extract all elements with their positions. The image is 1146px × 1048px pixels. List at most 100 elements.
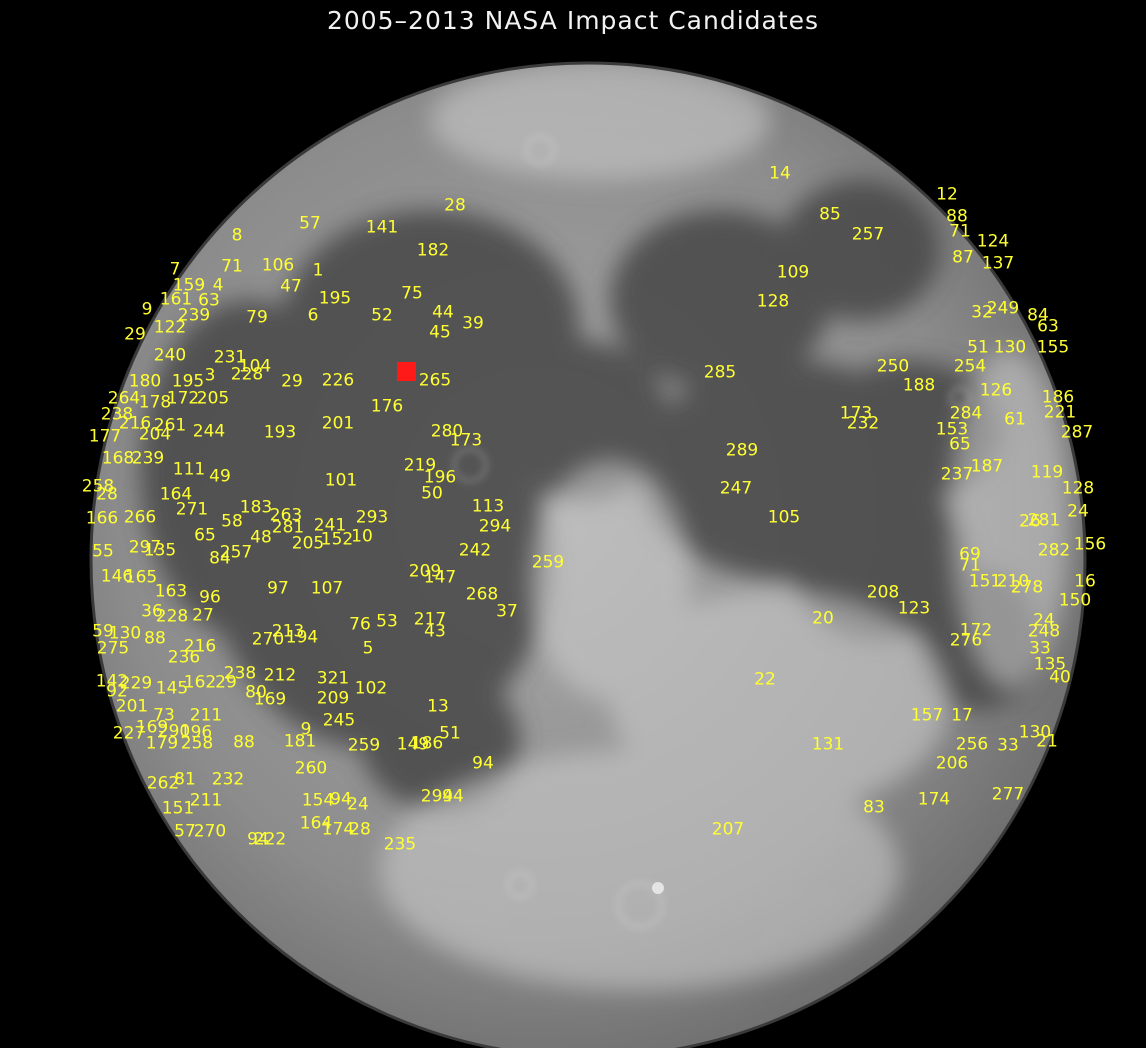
impact-label: 128 bbox=[756, 291, 790, 312]
impact-label: 79 bbox=[246, 307, 268, 328]
impact-label: 150 bbox=[1058, 590, 1092, 611]
impact-label: 21 bbox=[1036, 731, 1058, 752]
impact-label: 123 bbox=[897, 598, 931, 619]
impact-label: 84 bbox=[209, 548, 231, 569]
impact-label: 195 bbox=[171, 371, 205, 392]
impact-label: 226 bbox=[321, 370, 355, 391]
impact-label: 149 bbox=[396, 734, 430, 755]
impact-label: 71 bbox=[949, 221, 971, 242]
impact-label: 177 bbox=[88, 426, 122, 447]
impact-label: 63 bbox=[198, 290, 220, 311]
impact-label: 119 bbox=[1030, 462, 1064, 483]
impact-label: 228 bbox=[155, 606, 189, 627]
impact-label: 178 bbox=[138, 392, 172, 413]
impact-label: 1 bbox=[312, 260, 324, 281]
impact-label: 124 bbox=[976, 231, 1010, 252]
impact-label: 265 bbox=[418, 370, 452, 391]
impact-label: 261 bbox=[153, 415, 187, 436]
impact-label: 17 bbox=[951, 705, 973, 726]
impact-label: 73 bbox=[153, 705, 175, 726]
impact-label: 50 bbox=[421, 483, 443, 504]
impact-label: 28 bbox=[444, 195, 466, 216]
impact-label: 258 bbox=[81, 476, 115, 497]
impact-label: 145 bbox=[155, 678, 189, 699]
impact-label: 239 bbox=[131, 448, 165, 469]
impact-label: 97 bbox=[267, 578, 289, 599]
impact-label: 254 bbox=[953, 356, 987, 377]
impact-label: 277 bbox=[991, 784, 1025, 805]
impact-label: 36 bbox=[141, 601, 163, 622]
impact-label: 61 bbox=[1004, 409, 1026, 430]
impact-label: 22 bbox=[754, 669, 776, 690]
impact-label: 28 bbox=[96, 484, 118, 505]
impact-label: 270 bbox=[251, 629, 285, 650]
impact-label: 111 bbox=[172, 459, 206, 480]
impact-label: 176 bbox=[370, 396, 404, 417]
impact-label: 33 bbox=[1029, 638, 1051, 659]
impact-label: 217 bbox=[413, 609, 447, 630]
impact-label: 53 bbox=[376, 611, 398, 632]
impact-label: 275 bbox=[96, 638, 130, 659]
impact-label: 47 bbox=[280, 276, 302, 297]
impact-label: 186 bbox=[410, 733, 444, 754]
impact-label: 297 bbox=[128, 537, 162, 558]
impact-label: 258 bbox=[180, 733, 214, 754]
impact-label: 76 bbox=[349, 614, 371, 635]
impact-label: 173 bbox=[839, 403, 873, 424]
impact-label: 71 bbox=[959, 555, 981, 576]
impact-label: 209 bbox=[316, 688, 350, 709]
impact-label: 84 bbox=[1027, 305, 1049, 326]
impact-label: 33 bbox=[997, 735, 1019, 756]
impact-label: 63 bbox=[1037, 316, 1059, 337]
impact-label: 101 bbox=[324, 470, 358, 491]
impact-label: 172 bbox=[959, 620, 993, 641]
impact-label: 131 bbox=[811, 734, 845, 755]
impact-label: 29 bbox=[281, 371, 303, 392]
impact-label: 7 bbox=[169, 259, 181, 280]
impact-label: 232 bbox=[846, 413, 880, 434]
impact-label: 40 bbox=[1049, 667, 1071, 688]
impact-label: 212 bbox=[263, 665, 297, 686]
impact-label: 222 bbox=[253, 829, 287, 850]
impact-label: 281 bbox=[1027, 510, 1061, 531]
impact-label: 51 bbox=[439, 723, 461, 744]
impact-label: 109 bbox=[776, 262, 810, 283]
impact-label: 229 bbox=[119, 673, 153, 694]
impact-label: 208 bbox=[866, 582, 900, 603]
impact-label: 94 bbox=[472, 753, 494, 774]
impact-label: 187 bbox=[970, 456, 1004, 477]
impact-label: 239 bbox=[177, 305, 211, 326]
impact-label: 3 bbox=[204, 365, 216, 386]
impact-label: 232 bbox=[211, 769, 245, 790]
impact-label: 159 bbox=[172, 275, 206, 296]
impact-label: 80 bbox=[245, 682, 267, 703]
impact-label: 183 bbox=[239, 497, 273, 518]
impact-label: 247 bbox=[719, 478, 753, 499]
impact-label: 154 bbox=[301, 790, 335, 811]
impact-label: 264 bbox=[107, 388, 141, 409]
impact-label: 59 bbox=[92, 621, 114, 642]
impact-label: 270 bbox=[193, 821, 227, 842]
impact-label: 51 bbox=[967, 337, 989, 358]
impact-label: 231 bbox=[213, 347, 247, 368]
impact-label: 153 bbox=[935, 419, 969, 440]
impact-label: 14 bbox=[769, 163, 791, 184]
impact-label: 211 bbox=[189, 790, 223, 811]
image-title: 2005–2013 NASA Impact Candidates bbox=[326, 6, 820, 35]
impact-label: 44 bbox=[432, 302, 454, 323]
impact-label: 13 bbox=[427, 696, 449, 717]
impact-label: 88 bbox=[946, 206, 968, 227]
impact-label: 263 bbox=[269, 505, 303, 526]
impact-label: 256 bbox=[955, 734, 989, 755]
impact-label: 24 bbox=[1067, 501, 1089, 522]
impact-label: 285 bbox=[703, 362, 737, 383]
impact-label: 29 bbox=[215, 672, 237, 693]
impact-label: 43 bbox=[424, 621, 446, 642]
impact-label: 26 bbox=[1019, 511, 1041, 532]
impact-label: 75 bbox=[401, 283, 423, 304]
impact-label: 179 bbox=[145, 733, 179, 754]
impact-label: 284 bbox=[949, 403, 983, 424]
impact-label: 188 bbox=[902, 375, 936, 396]
impact-label: 240 bbox=[153, 345, 187, 366]
